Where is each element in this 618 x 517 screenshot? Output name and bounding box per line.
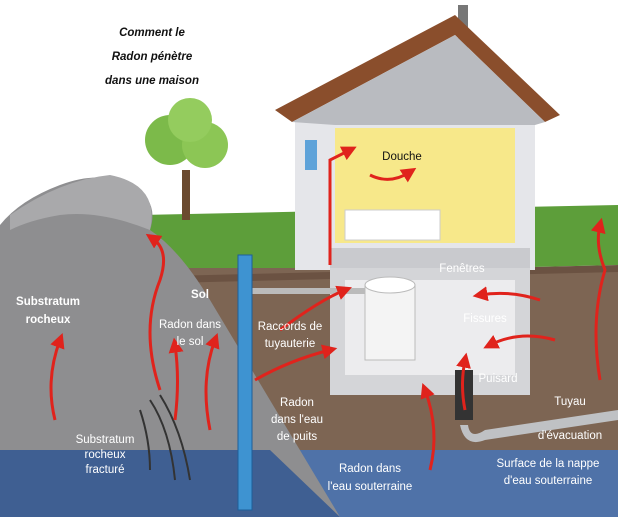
label-line: dans l'eau: [271, 414, 323, 426]
window: [305, 140, 317, 170]
tree-trunk: [182, 170, 190, 220]
label-line: d'évacuation: [538, 430, 602, 442]
label-line: Radon: [280, 397, 314, 409]
label: Douche: [382, 151, 422, 163]
well: [238, 255, 252, 510]
label-line: le sol: [177, 336, 204, 348]
label-line: Radon pénètre: [112, 51, 193, 63]
radon-diagram: Comment le Radon pénètre dans une maison Su…: [0, 0, 618, 517]
label: Fissures: [463, 313, 507, 325]
floor: [330, 248, 530, 268]
label-line: Fissures: [463, 313, 507, 325]
label-line: Surface de la nappe: [497, 458, 600, 470]
label-line: Radon dans: [339, 463, 401, 475]
label-line: Sol: [191, 289, 209, 301]
label-line: Comment le: [119, 27, 185, 39]
label: Sol: [191, 289, 209, 301]
label: Puisard: [479, 373, 518, 385]
label-line: de puits: [277, 431, 318, 443]
label-line: Fenêtres: [439, 263, 485, 275]
label-line: fracturé: [86, 464, 125, 476]
water-pipe: [250, 288, 365, 294]
label-line: Substratum: [76, 434, 135, 446]
bed: [345, 210, 440, 240]
label: Comment le Radon pénètre dans une maison: [105, 27, 199, 87]
label-line: Raccords de: [258, 321, 323, 333]
label-line: l'eau souterraine: [328, 481, 413, 493]
tank-top: [365, 277, 415, 293]
label-line: Puisard: [479, 373, 518, 385]
tree-foliage: [168, 98, 212, 142]
label-line: dans une maison: [105, 75, 199, 87]
label-line: Substratum: [16, 296, 80, 308]
label-line: rocheux: [85, 449, 126, 461]
label-line: Radon dans: [159, 319, 221, 331]
label-line: d'eau souterraine: [504, 475, 593, 487]
label-line: Douche: [382, 151, 422, 163]
label-line: Tuyau: [554, 396, 586, 408]
label: Fenêtres: [439, 263, 485, 275]
water-tank: [365, 285, 415, 360]
label-line: rocheux: [26, 314, 71, 326]
label-line: tuyauterie: [265, 338, 316, 350]
